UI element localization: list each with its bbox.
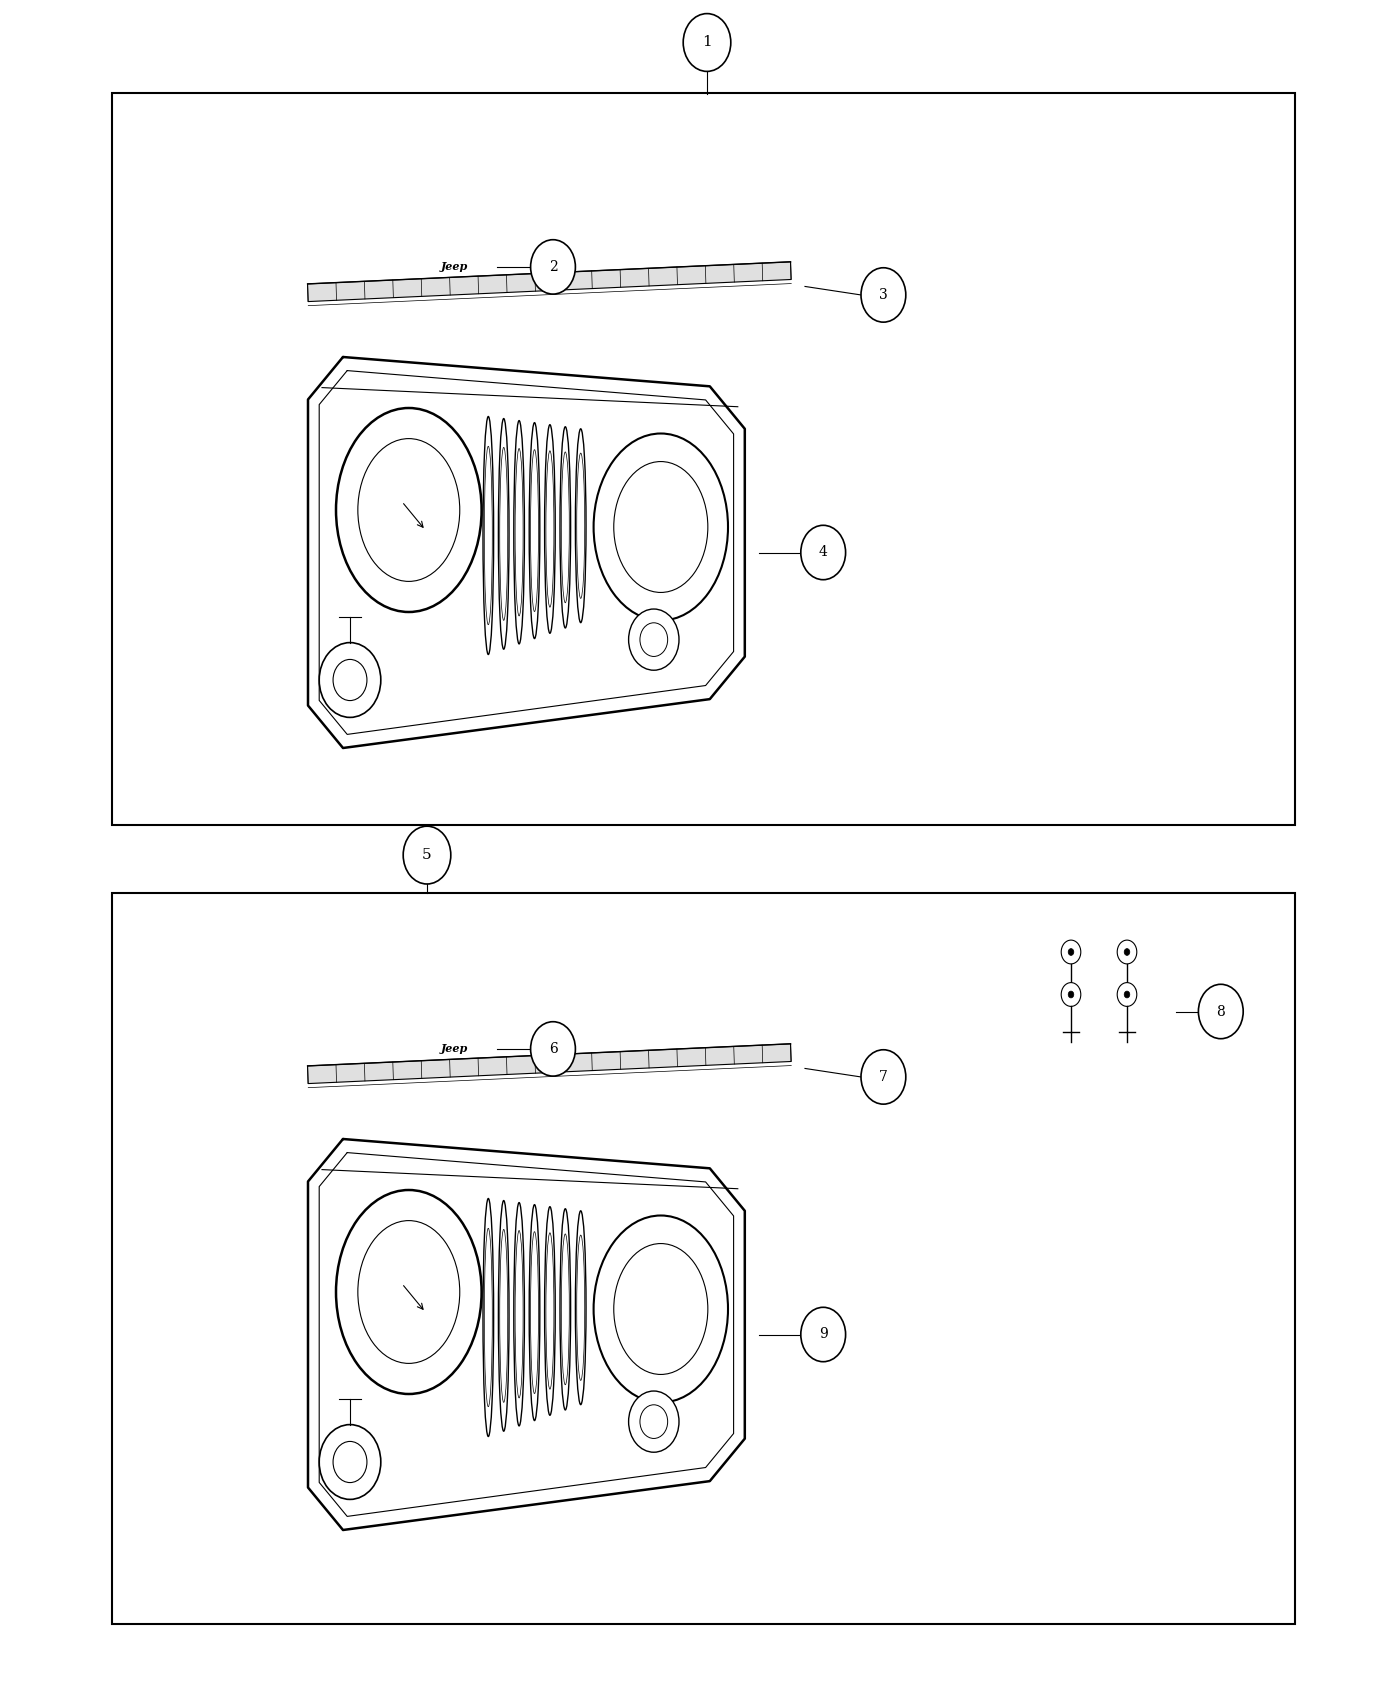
Ellipse shape — [529, 423, 540, 639]
Circle shape — [1124, 949, 1130, 955]
Text: 4: 4 — [819, 546, 827, 559]
Ellipse shape — [515, 449, 524, 615]
Text: Jeep: Jeep — [441, 1044, 468, 1054]
Text: 5: 5 — [423, 848, 431, 862]
Ellipse shape — [483, 1198, 494, 1436]
Circle shape — [1117, 940, 1137, 964]
Ellipse shape — [613, 1244, 708, 1374]
Text: 3: 3 — [879, 287, 888, 303]
Ellipse shape — [545, 425, 556, 632]
Polygon shape — [308, 1044, 791, 1083]
Ellipse shape — [336, 408, 482, 612]
Ellipse shape — [484, 447, 493, 626]
Bar — [112, 892, 1295, 1624]
Ellipse shape — [498, 418, 510, 649]
Ellipse shape — [498, 1200, 510, 1431]
Ellipse shape — [613, 462, 708, 593]
Text: 8: 8 — [1217, 1005, 1225, 1018]
Ellipse shape — [560, 1209, 571, 1409]
Ellipse shape — [577, 454, 585, 598]
Polygon shape — [308, 1139, 745, 1530]
Circle shape — [640, 1404, 668, 1438]
Ellipse shape — [561, 1234, 570, 1386]
Ellipse shape — [514, 420, 525, 644]
Text: 6: 6 — [549, 1042, 557, 1056]
Ellipse shape — [575, 428, 587, 622]
Circle shape — [531, 240, 575, 294]
Ellipse shape — [484, 1227, 493, 1408]
Text: 1: 1 — [703, 36, 711, 49]
Circle shape — [319, 1425, 381, 1499]
Ellipse shape — [594, 434, 728, 620]
Circle shape — [333, 1442, 367, 1482]
Ellipse shape — [531, 1231, 539, 1394]
Circle shape — [403, 826, 451, 884]
Ellipse shape — [515, 1231, 524, 1397]
Polygon shape — [308, 262, 791, 301]
Circle shape — [683, 14, 731, 71]
Circle shape — [861, 1051, 906, 1105]
Bar — [112, 94, 1295, 824]
Ellipse shape — [575, 1210, 587, 1404]
Ellipse shape — [594, 1216, 728, 1402]
Circle shape — [1061, 940, 1081, 964]
Circle shape — [629, 1391, 679, 1452]
Ellipse shape — [531, 450, 539, 612]
Circle shape — [1068, 991, 1074, 998]
Ellipse shape — [358, 439, 459, 581]
Text: 9: 9 — [819, 1328, 827, 1341]
Ellipse shape — [561, 452, 570, 604]
Ellipse shape — [546, 1232, 554, 1389]
Ellipse shape — [545, 1207, 556, 1414]
Circle shape — [1198, 984, 1243, 1039]
Text: 7: 7 — [879, 1069, 888, 1085]
Circle shape — [333, 660, 367, 700]
Ellipse shape — [336, 1190, 482, 1394]
Circle shape — [531, 1022, 575, 1076]
Ellipse shape — [500, 1229, 508, 1402]
Polygon shape — [308, 357, 745, 748]
Circle shape — [1117, 983, 1137, 1006]
Circle shape — [640, 622, 668, 656]
Circle shape — [861, 269, 906, 323]
Text: 2: 2 — [549, 260, 557, 274]
Circle shape — [1061, 983, 1081, 1006]
Ellipse shape — [577, 1236, 585, 1380]
Ellipse shape — [483, 416, 494, 654]
Ellipse shape — [560, 427, 571, 627]
Circle shape — [1124, 991, 1130, 998]
Ellipse shape — [358, 1221, 459, 1363]
Circle shape — [629, 609, 679, 670]
Text: Jeep: Jeep — [441, 262, 468, 272]
Ellipse shape — [514, 1202, 525, 1426]
Ellipse shape — [500, 447, 508, 620]
Circle shape — [801, 525, 846, 580]
Circle shape — [801, 1307, 846, 1362]
Circle shape — [319, 643, 381, 717]
Ellipse shape — [529, 1205, 540, 1421]
Circle shape — [1068, 949, 1074, 955]
Ellipse shape — [546, 450, 554, 607]
